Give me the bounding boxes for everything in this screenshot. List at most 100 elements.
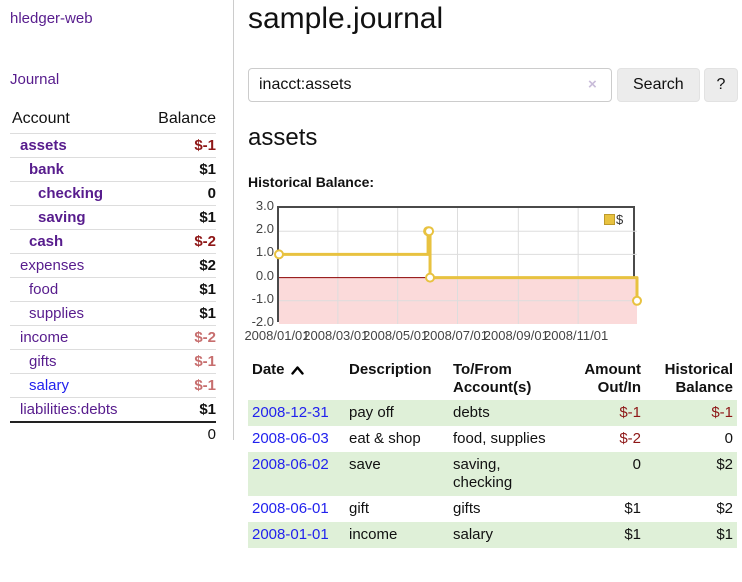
account-link-bank[interactable]: bank [10, 160, 64, 179]
chart-legend: $ [604, 212, 623, 227]
legend-label: $ [616, 212, 623, 227]
transaction-accounts: food, supplies [449, 426, 559, 452]
search-form: × Search ? [248, 68, 742, 102]
accounts-total-value: 0 [208, 425, 216, 444]
account-balance: $1 [199, 280, 216, 299]
transaction-accounts: salary [449, 522, 559, 548]
transaction-date-link[interactable]: 2008-06-02 [252, 456, 329, 473]
main-content: sample.journal × Search ? assets Histori… [248, 0, 742, 582]
search-button[interactable]: Search [617, 68, 700, 102]
account-row-supplies: supplies $1 [10, 301, 216, 325]
transaction-amount: $-1 [559, 400, 645, 426]
account-row-checking: checking 0 [10, 181, 216, 205]
account-link-saving[interactable]: saving [10, 208, 86, 227]
sort-ascending-icon [291, 366, 304, 375]
account-link-gifts[interactable]: gifts [10, 352, 57, 371]
register-header-row: Date Description To/From Account(s) Amou… [248, 358, 737, 400]
transaction-date-link[interactable]: 2008-06-03 [252, 430, 329, 447]
account-balance: $1 [199, 400, 216, 419]
sidebar-divider [233, 0, 234, 440]
account-row-saving: saving $1 [10, 205, 216, 229]
register-header-description: Description [345, 358, 449, 400]
transaction-accounts: gifts [449, 496, 559, 522]
account-link-supplies[interactable]: supplies [10, 304, 84, 323]
transaction-balance: $-1 [645, 400, 737, 426]
register-row: 2008-06-03 eat & shop food, supplies $-2… [248, 426, 737, 452]
account-balance: 0 [208, 184, 216, 203]
account-balance: $-1 [194, 352, 216, 371]
account-balance: $-2 [194, 328, 216, 347]
account-balance: $-2 [194, 232, 216, 251]
register-header-date[interactable]: Date [248, 358, 345, 400]
transaction-amount: $1 [559, 496, 645, 522]
legend-swatch-icon [604, 214, 615, 225]
historical-balance-chart: 3.02.01.00.0-1.0-2.0 2008/01/012008/03/0… [248, 204, 668, 349]
register-row: 2008-06-02 save saving, checking 0 $2 [248, 452, 737, 496]
accounts-total-row: 0 [10, 421, 216, 446]
chart-plot-area [277, 206, 635, 322]
transaction-balance: $2 [645, 496, 737, 522]
register-row: 2008-12-31 pay off debts $-1 $-1 [248, 400, 737, 426]
transaction-description: save [345, 452, 449, 496]
transaction-accounts: debts [449, 400, 559, 426]
accounts-panel: Account Balance assets $-1 bank $1 check… [10, 108, 216, 446]
account-balance: $1 [199, 304, 216, 323]
transaction-date-link[interactable]: 2008-12-31 [252, 404, 329, 421]
help-button[interactable]: ? [704, 68, 738, 102]
account-balance: $-1 [194, 136, 216, 155]
search-input[interactable] [248, 68, 612, 102]
account-row-food: food $1 [10, 277, 216, 301]
date-header-label: Date [252, 361, 285, 379]
transaction-amount: 0 [559, 452, 645, 496]
account-row-salary: salary $-1 [10, 373, 216, 397]
account-link-food[interactable]: food [10, 280, 58, 299]
transaction-date-link[interactable]: 2008-06-01 [252, 500, 329, 517]
account-link-cash[interactable]: cash [10, 232, 63, 251]
transaction-amount: $1 [559, 522, 645, 548]
account-link-income[interactable]: income [10, 328, 68, 347]
account-row-cash: cash $-2 [10, 229, 216, 253]
account-link-checking[interactable]: checking [10, 184, 103, 203]
transaction-description: gift [345, 496, 449, 522]
register-row: 2008-06-01 gift gifts $1 $2 [248, 496, 737, 522]
transaction-balance: $1 [645, 522, 737, 548]
transaction-date-link[interactable]: 2008-01-01 [252, 526, 329, 543]
account-balance: $-1 [194, 376, 216, 395]
account-balance: $2 [199, 256, 216, 275]
y-axis-tick-label: 0.0 [248, 268, 274, 283]
clear-search-icon[interactable]: × [588, 76, 597, 94]
accounts-header-balance: Balance [158, 110, 216, 128]
chart-title: Historical Balance: [248, 174, 374, 190]
account-row-liabilities-debts: liabilities:debts $1 [10, 397, 216, 421]
x-axis-tick-label: 2008/11/01 [540, 328, 612, 343]
y-axis-tick-label: 3.0 [248, 198, 274, 213]
account-row-income: income $-2 [10, 325, 216, 349]
account-link-liabilities-debts[interactable]: liabilities:debts [10, 400, 118, 419]
account-balance: $1 [199, 208, 216, 227]
register-row: 2008-01-01 income salary $1 $1 [248, 522, 737, 548]
transaction-description: eat & shop [345, 426, 449, 452]
register-header-tofrom: To/From Account(s) [449, 358, 559, 400]
register-header-balance: Historical Balance [645, 358, 737, 400]
account-row-bank: bank $1 [10, 157, 216, 181]
nav-journal-link[interactable]: Journal [10, 71, 216, 88]
account-balance: $1 [199, 160, 216, 179]
accounts-header: Account Balance [10, 108, 216, 133]
account-link-expenses[interactable]: expenses [10, 256, 84, 275]
transaction-description: pay off [345, 400, 449, 426]
y-axis-tick-label: -1.0 [248, 291, 274, 306]
transaction-accounts: saving, checking [449, 452, 559, 496]
register-header-amount: Amount Out/In [559, 358, 645, 400]
y-axis-tick-label: 2.0 [248, 221, 274, 236]
account-link-salary[interactable]: salary [10, 376, 69, 395]
brand-link[interactable]: hledger-web [10, 10, 216, 27]
transaction-description: income [345, 522, 449, 548]
account-heading: assets [248, 124, 317, 152]
transaction-amount: $-2 [559, 426, 645, 452]
account-row-gifts: gifts $-1 [10, 349, 216, 373]
register-table: Date Description To/From Account(s) Amou… [248, 358, 737, 548]
account-row-assets: assets $-1 [10, 133, 216, 157]
y-axis-tick-label: -2.0 [248, 314, 274, 329]
account-link-assets[interactable]: assets [10, 136, 67, 155]
y-axis-tick-label: 1.0 [248, 244, 274, 259]
